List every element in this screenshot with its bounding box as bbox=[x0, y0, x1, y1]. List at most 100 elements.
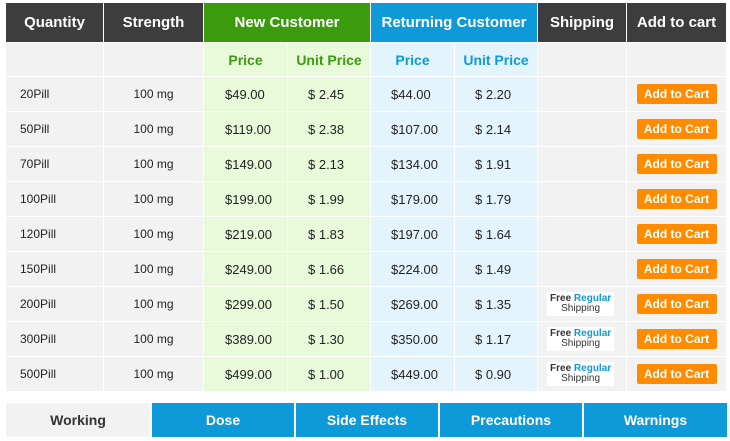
subheader-new-price: Price bbox=[204, 43, 288, 77]
strength-cell: 100 mg bbox=[104, 77, 204, 112]
header-shipping: Shipping bbox=[538, 3, 628, 43]
returning-price-cell: $134.00 bbox=[371, 147, 455, 182]
table-row: 120Pill 100 mg $219.00 $ 1.83 $197.00 $ … bbox=[6, 217, 728, 252]
table-row: 500Pill 100 mg $499.00 $ 1.00 $449.00 $ … bbox=[6, 357, 728, 392]
new-price-cell: $219.00 bbox=[204, 217, 288, 252]
new-price-cell: $49.00 bbox=[204, 77, 288, 112]
shipping-label: Shipping bbox=[561, 303, 601, 314]
returning-price-cell: $107.00 bbox=[371, 112, 455, 147]
table-row: 20Pill 100 mg $49.00 $ 2.45 $44.00 $ 2.2… bbox=[6, 77, 728, 112]
add-to-cart-button[interactable]: Add to Cart bbox=[636, 224, 717, 244]
returning-price-cell: $269.00 bbox=[371, 287, 455, 322]
regular-label: Regular bbox=[573, 363, 612, 374]
new-price-cell: $299.00 bbox=[204, 287, 288, 322]
cart-cell: Add to Cart bbox=[627, 112, 728, 147]
returning-unit-price-cell: $ 0.90 bbox=[455, 357, 539, 392]
free-shipping-badge: Free Regular Shipping bbox=[547, 362, 615, 386]
table-row: 150Pill 100 mg $249.00 $ 1.66 $224.00 $ … bbox=[6, 252, 728, 287]
table-row: 50Pill 100 mg $119.00 $ 2.38 $107.00 $ 2… bbox=[6, 112, 728, 147]
new-price-cell: $199.00 bbox=[204, 182, 288, 217]
table-row: 70Pill 100 mg $149.00 $ 2.13 $134.00 $ 1… bbox=[6, 147, 728, 182]
returning-unit-price-cell: $ 2.14 bbox=[455, 112, 539, 147]
quantity-cell: 70Pill bbox=[6, 147, 104, 182]
shipping-cell: Free Regular Shipping bbox=[538, 357, 628, 392]
cart-cell: Add to Cart bbox=[627, 77, 728, 112]
new-unit-price-cell: $ 2.45 bbox=[288, 77, 371, 112]
shipping-cell bbox=[538, 147, 628, 182]
table-row: 100Pill 100 mg $199.00 $ 1.99 $179.00 $ … bbox=[6, 182, 728, 217]
add-to-cart-button[interactable]: Add to Cart bbox=[636, 189, 717, 209]
free-shipping-badge: Free Regular Shipping bbox=[547, 292, 615, 316]
free-label: Free bbox=[550, 363, 572, 374]
tab-side-effects[interactable]: Side Effects bbox=[296, 403, 440, 437]
table-header-row: Quantity Strength New Customer Returning… bbox=[6, 3, 728, 43]
returning-unit-price-cell: $ 1.79 bbox=[455, 182, 539, 217]
returning-price-cell: $197.00 bbox=[371, 217, 455, 252]
returning-unit-price-cell: $ 1.91 bbox=[455, 147, 539, 182]
strength-cell: 100 mg bbox=[104, 147, 204, 182]
quantity-cell: 200Pill bbox=[6, 287, 104, 322]
new-price-cell: $149.00 bbox=[204, 147, 288, 182]
cart-cell: Add to Cart bbox=[627, 182, 728, 217]
add-to-cart-button[interactable]: Add to Cart bbox=[636, 364, 717, 384]
quantity-cell: 500Pill bbox=[6, 357, 104, 392]
returning-unit-price-cell: $ 2.20 bbox=[455, 77, 539, 112]
new-unit-price-cell: $ 1.83 bbox=[288, 217, 371, 252]
header-strength: Strength bbox=[104, 3, 204, 43]
subheader-returning-unit-price: Unit Price bbox=[455, 43, 539, 77]
regular-label: Regular bbox=[573, 328, 612, 339]
new-unit-price-cell: $ 1.66 bbox=[288, 252, 371, 287]
subheader-empty bbox=[627, 43, 728, 77]
tab-dose[interactable]: Dose bbox=[152, 403, 296, 437]
strength-cell: 100 mg bbox=[104, 252, 204, 287]
table-row: 300Pill 100 mg $389.00 $ 1.30 $350.00 $ … bbox=[6, 322, 728, 357]
returning-unit-price-cell: $ 1.49 bbox=[455, 252, 539, 287]
quantity-cell: 300Pill bbox=[6, 322, 104, 357]
cart-cell: Add to Cart bbox=[627, 287, 728, 322]
header-new-customer: New Customer bbox=[204, 3, 371, 43]
quantity-cell: 50Pill bbox=[6, 112, 104, 147]
cart-cell: Add to Cart bbox=[627, 252, 728, 287]
header-returning-customer: Returning Customer bbox=[371, 3, 539, 43]
tab-precautions[interactable]: Precautions bbox=[440, 403, 584, 437]
add-to-cart-button[interactable]: Add to Cart bbox=[636, 84, 717, 104]
free-label: Free bbox=[550, 328, 572, 339]
add-to-cart-button[interactable]: Add to Cart bbox=[636, 259, 717, 279]
new-price-cell: $389.00 bbox=[204, 322, 288, 357]
returning-price-cell: $449.00 bbox=[371, 357, 455, 392]
returning-unit-price-cell: $ 1.17 bbox=[455, 322, 539, 357]
quantity-cell: 20Pill bbox=[6, 77, 104, 112]
new-price-cell: $499.00 bbox=[204, 357, 288, 392]
add-to-cart-button[interactable]: Add to Cart bbox=[636, 294, 717, 314]
quantity-cell: 100Pill bbox=[6, 182, 104, 217]
new-unit-price-cell: $ 1.50 bbox=[288, 287, 371, 322]
cart-cell: Add to Cart bbox=[627, 217, 728, 252]
shipping-cell bbox=[538, 77, 628, 112]
subheader-empty bbox=[6, 43, 104, 77]
table-body: 20Pill 100 mg $49.00 $ 2.45 $44.00 $ 2.2… bbox=[6, 77, 728, 392]
cart-cell: Add to Cart bbox=[627, 322, 728, 357]
add-to-cart-button[interactable]: Add to Cart bbox=[636, 329, 717, 349]
returning-unit-price-cell: $ 1.64 bbox=[455, 217, 539, 252]
returning-price-cell: $179.00 bbox=[371, 182, 455, 217]
header-add-to-cart: Add to cart bbox=[627, 3, 728, 43]
shipping-cell: Free Regular Shipping bbox=[538, 287, 628, 322]
add-to-cart-button[interactable]: Add to Cart bbox=[636, 119, 717, 139]
new-unit-price-cell: $ 2.38 bbox=[288, 112, 371, 147]
tab-working[interactable]: Working bbox=[6, 403, 152, 437]
shipping-cell bbox=[538, 252, 628, 287]
add-to-cart-button[interactable]: Add to Cart bbox=[636, 154, 717, 174]
subheader-empty bbox=[538, 43, 628, 77]
quantity-cell: 120Pill bbox=[6, 217, 104, 252]
quantity-cell: 150Pill bbox=[6, 252, 104, 287]
new-unit-price-cell: $ 2.13 bbox=[288, 147, 371, 182]
subheader-new-unit-price: Unit Price bbox=[288, 43, 371, 77]
strength-cell: 100 mg bbox=[104, 182, 204, 217]
strength-cell: 100 mg bbox=[104, 217, 204, 252]
free-label: Free bbox=[550, 293, 572, 304]
strength-cell: 100 mg bbox=[104, 322, 204, 357]
table-row: 200Pill 100 mg $299.00 $ 1.50 $269.00 $ … bbox=[6, 287, 728, 322]
strength-cell: 100 mg bbox=[104, 287, 204, 322]
tab-warnings[interactable]: Warnings bbox=[584, 403, 727, 437]
cart-cell: Add to Cart bbox=[627, 147, 728, 182]
